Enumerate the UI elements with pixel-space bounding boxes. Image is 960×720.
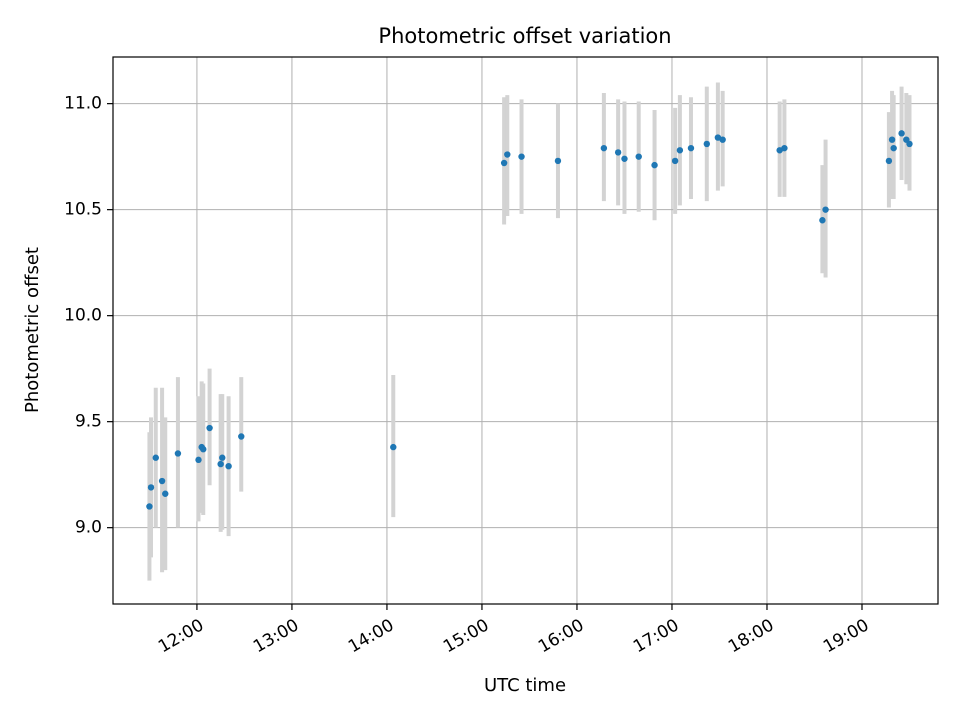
data-point xyxy=(676,147,684,154)
y-tick-label: 10.5 xyxy=(64,200,102,220)
data-point xyxy=(822,206,829,213)
data-point xyxy=(819,217,826,224)
data-point xyxy=(174,450,182,457)
data-point xyxy=(906,140,913,148)
data-point xyxy=(554,157,562,165)
y-tick-label: 9.0 xyxy=(75,518,102,538)
data-point xyxy=(885,157,893,165)
chart-title: Photometric offset variation xyxy=(378,24,671,48)
data-point xyxy=(225,462,232,470)
grid xyxy=(113,57,938,604)
data-point xyxy=(888,136,896,143)
data-point xyxy=(146,503,153,510)
data-point xyxy=(500,159,508,167)
data-point xyxy=(195,456,202,464)
y-tick-label: 11.0 xyxy=(64,94,102,114)
data-point xyxy=(152,454,159,461)
data-point xyxy=(238,433,245,440)
data-point xyxy=(219,454,226,461)
y-tick-label: 9.5 xyxy=(75,412,102,432)
data-point xyxy=(621,155,628,162)
data-point xyxy=(635,153,642,160)
data-point xyxy=(600,144,608,152)
data-point xyxy=(719,136,726,143)
data-point xyxy=(147,484,155,491)
data-points xyxy=(146,130,913,510)
y-axis-ticks: 9.0 9.5 10.0 10.5 11.0 xyxy=(64,94,113,538)
data-point xyxy=(671,157,679,165)
data-point xyxy=(390,443,397,451)
data-point xyxy=(162,490,169,497)
y-axis-label: Photometric offset xyxy=(22,247,43,413)
data-point xyxy=(518,153,525,160)
data-point xyxy=(158,477,166,485)
data-point xyxy=(898,130,905,137)
y-tick-label: 10.0 xyxy=(64,306,102,326)
data-point xyxy=(890,144,897,152)
data-point xyxy=(504,151,511,158)
data-point xyxy=(651,161,658,169)
data-point xyxy=(200,446,207,453)
data-point xyxy=(614,149,622,156)
data-point xyxy=(217,460,224,468)
data-point xyxy=(703,140,711,148)
x-axis-label: UTC time xyxy=(484,675,566,696)
data-point xyxy=(687,144,695,152)
data-point xyxy=(206,424,213,432)
plot-frame xyxy=(112,56,939,605)
data-point xyxy=(781,144,788,152)
